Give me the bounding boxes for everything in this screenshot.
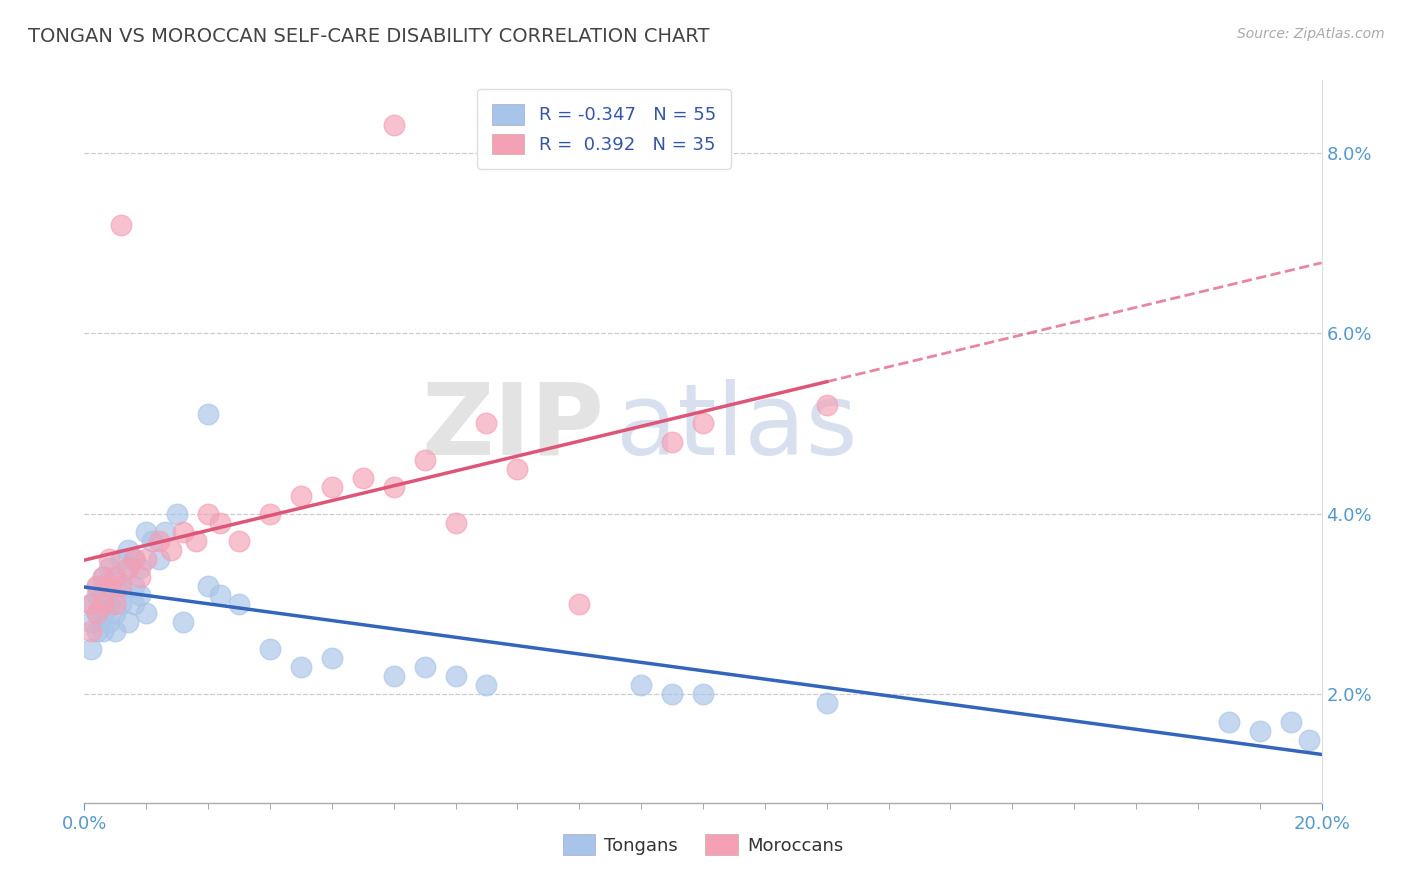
Point: [110, 597, 132, 611]
Point: [209, 516, 232, 530]
Point: [444, 516, 467, 530]
Point: [86, 624, 108, 639]
Point: [148, 552, 170, 566]
Point: [91, 570, 114, 584]
Point: [98, 561, 121, 575]
Point: [172, 615, 194, 630]
Point: [98, 579, 121, 593]
Point: [79, 615, 101, 630]
Point: [117, 561, 139, 575]
Text: Source: ZipAtlas.com: Source: ZipAtlas.com: [1237, 27, 1385, 41]
Legend: Tongans, Moroccans: Tongans, Moroccans: [555, 827, 851, 863]
Point: [661, 687, 683, 701]
Point: [1298, 732, 1320, 747]
Point: [661, 434, 683, 449]
Point: [209, 588, 232, 602]
Point: [197, 579, 219, 593]
Point: [122, 579, 145, 593]
Point: [117, 615, 139, 630]
Point: [79, 642, 101, 657]
Point: [228, 597, 250, 611]
Point: [153, 524, 176, 539]
Point: [104, 570, 127, 584]
Point: [135, 524, 157, 539]
Point: [352, 470, 374, 484]
Point: [91, 570, 114, 584]
Point: [321, 480, 343, 494]
Point: [382, 119, 405, 133]
Point: [91, 624, 114, 639]
Point: [815, 697, 838, 711]
Point: [104, 597, 127, 611]
Point: [98, 597, 121, 611]
Point: [79, 624, 101, 639]
Point: [197, 507, 219, 521]
Point: [86, 606, 108, 620]
Point: [135, 606, 157, 620]
Point: [110, 579, 132, 593]
Point: [110, 579, 132, 593]
Point: [104, 588, 127, 602]
Point: [98, 579, 121, 593]
Point: [382, 669, 405, 683]
Point: [122, 597, 145, 611]
Point: [692, 687, 714, 701]
Point: [382, 480, 405, 494]
Point: [91, 597, 114, 611]
Point: [290, 660, 312, 674]
Point: [86, 579, 108, 593]
Point: [79, 597, 101, 611]
Point: [104, 606, 127, 620]
Point: [172, 524, 194, 539]
Point: [104, 570, 127, 584]
Text: atlas: atlas: [616, 378, 858, 475]
Point: [117, 561, 139, 575]
Text: TONGAN VS MOROCCAN SELF-CARE DISABILITY CORRELATION CHART: TONGAN VS MOROCCAN SELF-CARE DISABILITY …: [28, 27, 710, 45]
Point: [79, 597, 101, 611]
Point: [91, 606, 114, 620]
Point: [122, 552, 145, 566]
Point: [86, 579, 108, 593]
Point: [444, 669, 467, 683]
Point: [630, 678, 652, 692]
Point: [475, 678, 498, 692]
Point: [98, 552, 121, 566]
Point: [141, 533, 163, 548]
Point: [104, 624, 127, 639]
Point: [129, 588, 152, 602]
Point: [110, 218, 132, 232]
Point: [259, 507, 281, 521]
Point: [122, 552, 145, 566]
Point: [1249, 723, 1271, 738]
Point: [259, 642, 281, 657]
Point: [91, 588, 114, 602]
Point: [692, 417, 714, 431]
Point: [148, 533, 170, 548]
Point: [413, 660, 436, 674]
Point: [86, 588, 108, 602]
Point: [129, 570, 152, 584]
Point: [413, 452, 436, 467]
Point: [290, 489, 312, 503]
Point: [475, 417, 498, 431]
Point: [815, 398, 838, 412]
Point: [86, 606, 108, 620]
Point: [228, 533, 250, 548]
Point: [184, 533, 207, 548]
Point: [568, 597, 591, 611]
Point: [129, 561, 152, 575]
Point: [197, 408, 219, 422]
Point: [1279, 714, 1302, 729]
Point: [506, 461, 529, 475]
Point: [110, 552, 132, 566]
Point: [160, 542, 183, 557]
Point: [166, 507, 188, 521]
Point: [135, 552, 157, 566]
Point: [117, 542, 139, 557]
Point: [98, 615, 121, 630]
Text: ZIP: ZIP: [422, 378, 605, 475]
Point: [1218, 714, 1240, 729]
Point: [321, 651, 343, 665]
